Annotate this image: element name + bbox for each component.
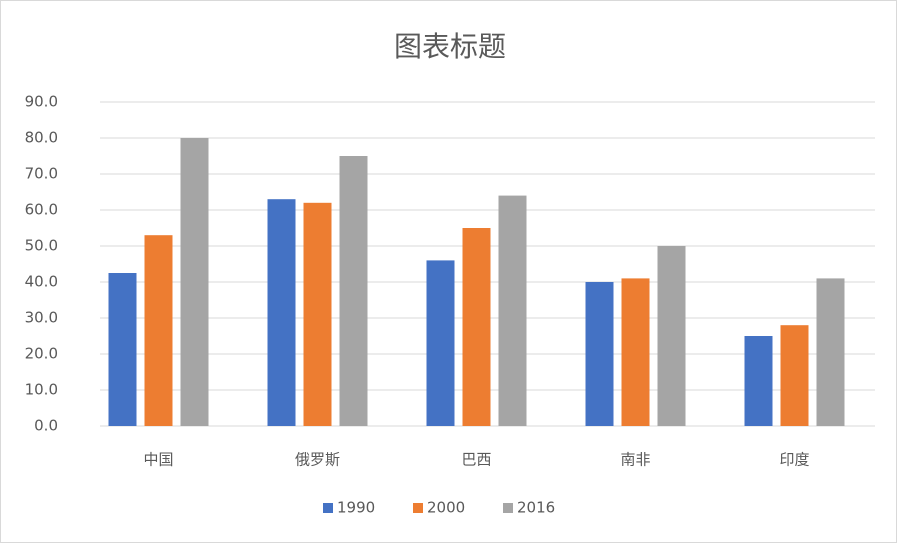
y-tick-label: 10.0: [25, 381, 58, 399]
y-tick-label: 80.0: [25, 129, 58, 147]
legend-swatch: [323, 503, 333, 513]
bar: [426, 260, 455, 426]
x-tick-label: 俄罗斯: [295, 451, 340, 469]
legend-swatch: [503, 503, 513, 513]
bar: [657, 246, 686, 426]
bar: [585, 282, 614, 426]
legend-label: 2000: [427, 499, 465, 517]
bar: [339, 156, 368, 426]
bar: [180, 138, 209, 426]
y-tick-label: 0.0: [34, 417, 58, 435]
bar: [462, 228, 491, 426]
y-tick-label: 50.0: [25, 237, 58, 255]
x-tick-label: 印度: [779, 451, 809, 469]
y-tick-label: 30.0: [25, 309, 58, 327]
x-tick-label: 南非: [620, 451, 650, 469]
bar: [780, 325, 809, 426]
bar: [267, 199, 296, 426]
y-tick-label: 60.0: [25, 201, 58, 219]
legend-label: 2016: [517, 499, 555, 517]
bar: [621, 278, 650, 426]
y-tick-label: 40.0: [25, 273, 58, 291]
y-tick-label: 70.0: [25, 165, 58, 183]
x-tick-label: 巴西: [461, 451, 491, 469]
bar: [108, 273, 137, 426]
bar: [144, 235, 173, 426]
bar: [303, 202, 332, 426]
bar: [816, 278, 845, 426]
x-tick-label: 中国: [143, 451, 173, 469]
chart-title: 图表标题: [394, 30, 506, 63]
y-tick-label: 90.0: [25, 93, 58, 111]
legend-swatch: [413, 503, 423, 513]
y-tick-label: 20.0: [25, 345, 58, 363]
bar: [744, 336, 773, 426]
bar: [498, 195, 527, 426]
legend-label: 1990: [337, 499, 375, 517]
